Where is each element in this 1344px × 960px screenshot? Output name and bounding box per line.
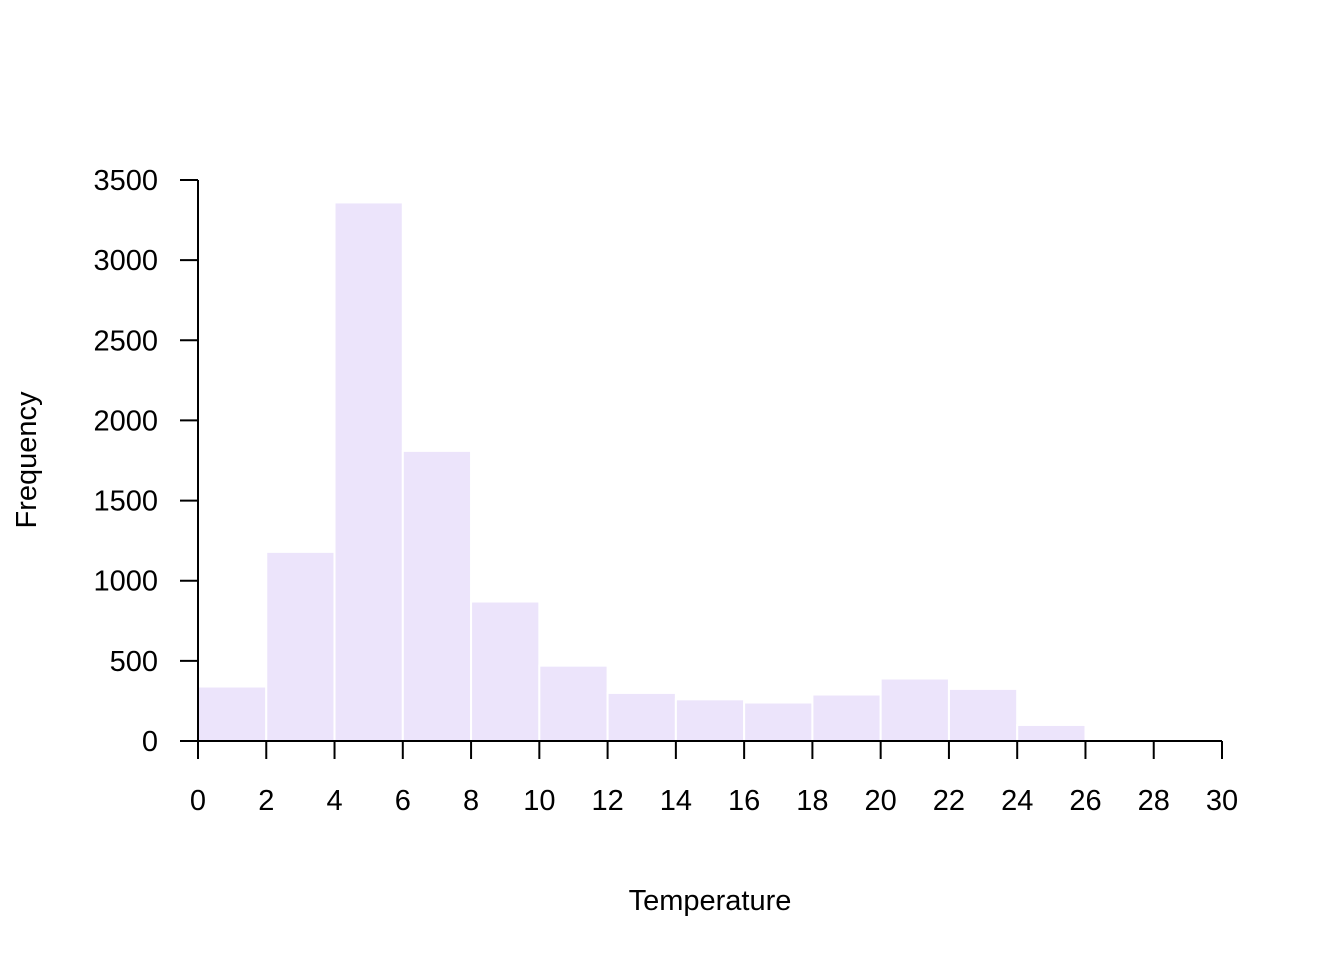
histogram-bar-12-14 [606,691,677,743]
y-axis-title: Frequency [11,391,43,529]
bars-group [197,201,1087,743]
y-tick-label-1000: 1000 [93,566,158,598]
y-tick-label-2000: 2000 [93,405,158,437]
histogram-bar-10-12 [538,664,609,742]
histogram-bar-0-2 [197,685,268,743]
x-tick-label-18: 18 [796,785,828,817]
x-tick-label-20: 20 [865,785,897,817]
x-tick-label-24: 24 [1001,785,1033,817]
histogram-bar-20-22 [879,677,950,743]
y-tick-label-3500: 3500 [93,165,158,197]
histogram-bar-2-4 [265,550,336,742]
x-tick-label-10: 10 [523,785,555,817]
x-axis: 0 2 4 6 8 10 12 14 16 18 20 22 24 26 28 30 [190,740,1238,817]
histogram-bar-18-20 [811,693,882,743]
x-tick-label-22: 22 [933,785,965,817]
histogram-bar-4-6 [333,201,404,742]
x-tick-label-2: 2 [258,785,274,817]
x-tick-label-4: 4 [326,785,342,817]
x-tick-label-6: 6 [395,785,411,817]
x-tick-label-28: 28 [1138,785,1170,817]
x-tick-label-8: 8 [463,785,479,817]
y-tick-label-500: 500 [110,646,158,678]
histogram-bar-16-18 [743,701,814,743]
histogram-bar-14-16 [674,698,746,743]
x-axis-title: Temperature [629,885,792,917]
histogram-bar-8-10 [470,600,541,743]
y-axis: 0 500 1000 1500 2000 2500 3000 3500 [93,165,199,758]
histogram-bar-22-24 [947,687,1019,743]
x-tick-label-14: 14 [660,785,692,817]
x-tick-label-0: 0 [190,785,206,817]
histogram-bar-6-8 [401,449,473,742]
y-tick-label-3000: 3000 [93,245,158,277]
histogram-bar-24-26 [1016,723,1087,743]
x-tick-label-30: 30 [1206,785,1238,817]
x-tick-label-26: 26 [1069,785,1101,817]
x-tick-label-16: 16 [728,785,760,817]
y-tick-label-0: 0 [142,726,158,758]
y-tick-label-1500: 1500 [93,486,158,518]
x-tick-label-12: 12 [591,785,623,817]
y-tick-label-2500: 2500 [93,325,158,357]
